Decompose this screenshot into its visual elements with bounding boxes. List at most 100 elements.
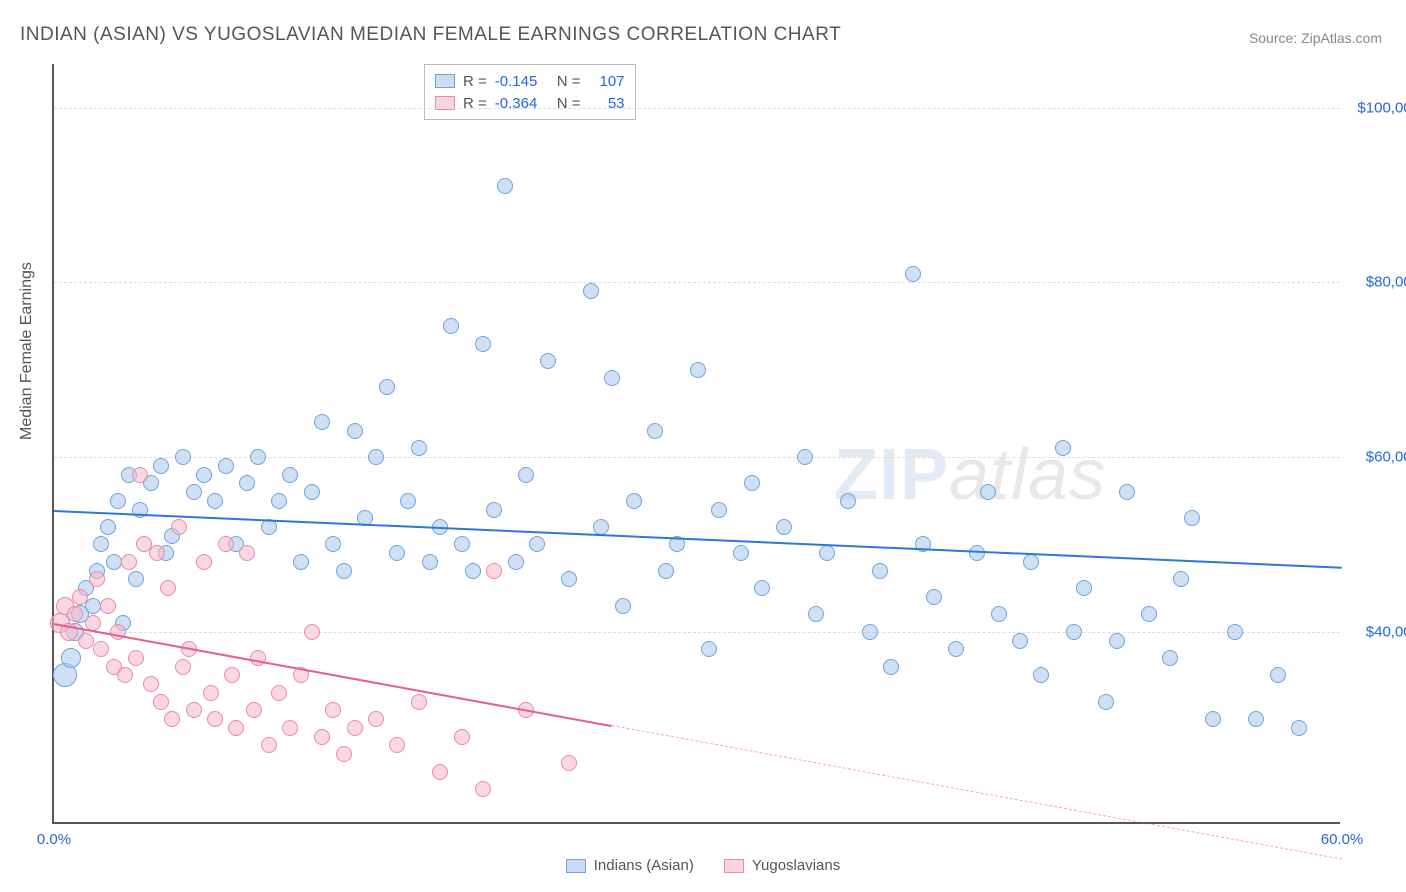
scatter-point (78, 633, 94, 649)
legend-label: Yugoslavians (752, 857, 840, 874)
scatter-point (1109, 633, 1125, 649)
stat-n-value: 107 (589, 73, 625, 90)
scatter-point (819, 545, 835, 561)
legend-swatch (435, 74, 455, 88)
scatter-point (475, 781, 491, 797)
scatter-point (432, 764, 448, 780)
stat-r-label: R = (463, 73, 487, 90)
scatter-point (1291, 720, 1307, 736)
scatter-point (1205, 711, 1221, 727)
scatter-point (282, 720, 298, 736)
scatter-point (110, 493, 126, 509)
scatter-point (808, 606, 824, 622)
scatter-point (224, 667, 240, 683)
source-name: ZipAtlas.com (1301, 30, 1382, 46)
scatter-point (1023, 554, 1039, 570)
scatter-point (368, 711, 384, 727)
scatter-point (250, 650, 266, 666)
scatter-point (969, 545, 985, 561)
scatter-point (905, 266, 921, 282)
scatter-point (186, 484, 202, 500)
scatter-point (100, 598, 116, 614)
scatter-point (1055, 440, 1071, 456)
scatter-point (561, 571, 577, 587)
scatter-point (106, 554, 122, 570)
scatter-point (218, 458, 234, 474)
scatter-point (583, 283, 599, 299)
x-tick-label: 0.0% (37, 831, 71, 848)
y-tick-label: $80,000 (1348, 274, 1406, 291)
scatter-point (164, 711, 180, 727)
scatter-point (246, 702, 262, 718)
scatter-point (203, 685, 219, 701)
scatter-point (143, 676, 159, 692)
legend-swatch (566, 859, 586, 873)
scatter-point (250, 449, 266, 465)
gridline-h (54, 282, 1340, 283)
stat-n-label: N = (557, 73, 581, 90)
scatter-point (443, 318, 459, 334)
trendline-extrapolated (612, 725, 1342, 860)
scatter-point (207, 493, 223, 509)
scatter-point (271, 685, 287, 701)
scatter-point (149, 545, 165, 561)
scatter-point (175, 449, 191, 465)
scatter-point (207, 711, 223, 727)
scatter-point (862, 624, 878, 640)
scatter-point (186, 702, 202, 718)
scatter-point (508, 554, 524, 570)
scatter-point (411, 694, 427, 710)
scatter-point (379, 379, 395, 395)
scatter-point (701, 641, 717, 657)
stat-n-value: 53 (589, 95, 625, 112)
scatter-point (744, 475, 760, 491)
y-tick-label: $100,000 (1348, 99, 1406, 116)
scatter-point (121, 554, 137, 570)
scatter-point (411, 440, 427, 456)
gridline-h (54, 108, 1340, 109)
chart-container: INDIAN (ASIAN) VS YUGOSLAVIAN MEDIAN FEM… (0, 0, 1406, 892)
scatter-point (1098, 694, 1114, 710)
scatter-point (196, 554, 212, 570)
scatter-point (160, 580, 176, 596)
scatter-point (261, 737, 277, 753)
scatter-point (1066, 624, 1082, 640)
y-axis-label: Median Female Earnings (18, 262, 36, 440)
scatter-point (1119, 484, 1135, 500)
scatter-point (797, 449, 813, 465)
y-tick-label: $40,000 (1348, 623, 1406, 640)
scatter-point (1076, 580, 1092, 596)
scatter-point (776, 519, 792, 535)
chart-title: INDIAN (ASIAN) VS YUGOSLAVIAN MEDIAN FEM… (20, 24, 841, 46)
scatter-point (1141, 606, 1157, 622)
scatter-point (980, 484, 996, 500)
stat-n-label: N = (557, 95, 581, 112)
legend-label: Indians (Asian) (594, 857, 694, 874)
scatter-point (1162, 650, 1178, 666)
scatter-point (72, 589, 88, 605)
scatter-point (465, 563, 481, 579)
scatter-point (422, 554, 438, 570)
scatter-point (561, 755, 577, 771)
scatter-point (271, 493, 287, 509)
scatter-point (347, 720, 363, 736)
scatter-point (128, 571, 144, 587)
scatter-point (171, 519, 187, 535)
scatter-point (368, 449, 384, 465)
scatter-point (883, 659, 899, 675)
legend-item: Indians (Asian) (566, 857, 694, 874)
scatter-point (1012, 633, 1028, 649)
scatter-point (347, 423, 363, 439)
stats-legend-row: R =-0.364N =53 (435, 92, 625, 114)
scatter-point (948, 641, 964, 657)
scatter-point (658, 563, 674, 579)
scatter-point (711, 502, 727, 518)
scatter-point (690, 362, 706, 378)
source-prefix: Source: (1249, 30, 1301, 46)
scatter-point (314, 414, 330, 430)
scatter-point (218, 536, 234, 552)
watermark-atlas: atlas (949, 435, 1106, 515)
scatter-point (293, 554, 309, 570)
scatter-point (67, 606, 83, 622)
scatter-point (454, 729, 470, 745)
